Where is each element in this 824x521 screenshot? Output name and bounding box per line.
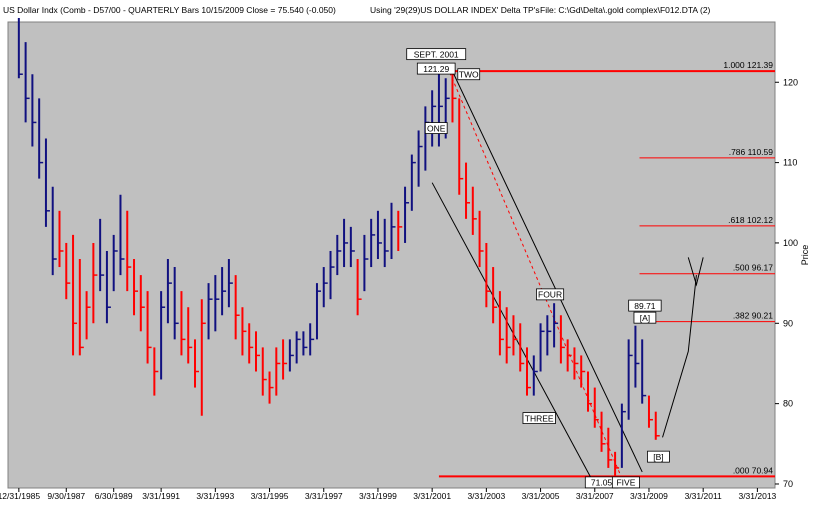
x-tick-label: 3/31/2005 xyxy=(522,491,560,501)
price-bars xyxy=(17,17,660,476)
x-tick-label: 3/31/2007 xyxy=(576,491,614,501)
annotation-label: SEPT. 2001 xyxy=(414,49,459,59)
fib-level-label: .500 96.17 xyxy=(733,263,773,273)
projection-path xyxy=(662,275,697,438)
x-tick-label: 6/30/1989 xyxy=(95,491,133,501)
y-tick-label: 110 xyxy=(783,158,797,168)
annotation-box xyxy=(424,122,448,134)
annotation-box xyxy=(611,476,640,489)
annotation-box xyxy=(522,412,556,425)
midline xyxy=(449,72,621,476)
annotation-label: THREE xyxy=(525,413,554,423)
fib-level-label: .000 70.94 xyxy=(733,465,773,475)
annotation-box xyxy=(633,311,657,324)
annotation-label: [B] xyxy=(653,452,663,462)
fib-level-label: 1.000 121.39 xyxy=(723,60,773,70)
x-tick-label: 3/31/2001 xyxy=(413,491,451,501)
annotation-label: [A] xyxy=(640,313,650,323)
y-tick-label: 90 xyxy=(783,318,793,328)
annotation-box xyxy=(457,68,481,81)
annotation-box xyxy=(406,48,467,61)
x-tick-label: 9/30/1987 xyxy=(47,491,85,501)
projection-arrowhead xyxy=(687,257,704,287)
annotation-label: FOUR xyxy=(538,290,562,300)
x-tick-label: 3/31/2013 xyxy=(738,491,776,501)
y-tick-label: 70 xyxy=(783,479,793,489)
x-axis: 12/31/1985 9/30/1987 6/30/1989 3/31/1991 3/3… xyxy=(0,488,777,501)
channel-line xyxy=(453,74,643,473)
y-tick-label: 100 xyxy=(783,238,798,248)
x-tick-label: 3/31/2003 xyxy=(467,491,505,501)
annotation-label: 89.71 xyxy=(634,301,656,311)
x-tick-label: 3/31/1993 xyxy=(196,491,234,501)
fib-level-label: .382 90.21 xyxy=(733,311,773,321)
y-axis-title: Price xyxy=(800,245,810,266)
y-tick-label: 80 xyxy=(783,399,793,409)
annotation-box xyxy=(628,299,662,312)
x-tick-label: 3/31/2011 xyxy=(685,491,722,501)
x-tick-label: 3/31/2009 xyxy=(630,491,668,501)
wave-annotations: SEPT. 2001 121.29 TWO ONE THREE FOUR 71.05 FIVE… xyxy=(406,48,670,489)
header-file-info: File: C:\Gd\Delta\.gold complex\F012.DTA… xyxy=(540,5,711,15)
annotation-label: TWO xyxy=(459,70,479,80)
header-delta-info: Using '29(29)US DOLLAR INDEX' Delta TP's xyxy=(370,5,540,15)
x-tick-label: 12/31/1985 xyxy=(0,491,40,501)
y-axis: 70 80 90 100 110 120 xyxy=(775,77,798,489)
fib-levels: 1.000 121.39 .786 110.59 .618 102.12 .500 9… xyxy=(438,60,775,478)
fib-level-label: .618 102.12 xyxy=(728,215,773,225)
fib-level-label: .786 110.59 xyxy=(729,147,774,157)
annotation-label: ONE xyxy=(427,123,446,133)
annotation-box xyxy=(416,62,456,75)
annotation-box xyxy=(536,288,565,301)
x-tick-label: 3/31/1997 xyxy=(305,491,343,501)
annotation-label: 121.29 xyxy=(423,64,449,74)
annotation-label: 71.05 xyxy=(591,478,613,488)
x-tick-label: 3/31/1991 xyxy=(142,491,180,501)
annotation-box xyxy=(647,450,670,463)
annotation-label: FIVE xyxy=(616,478,635,488)
header-symbol-info: US Dollar Indx (Comb - D57/00 - QUARTERL… xyxy=(3,5,336,15)
x-tick-label: 3/31/1999 xyxy=(359,491,397,501)
x-tick-label: 3/31/1995 xyxy=(251,491,289,501)
y-tick-label: 120 xyxy=(783,77,798,87)
